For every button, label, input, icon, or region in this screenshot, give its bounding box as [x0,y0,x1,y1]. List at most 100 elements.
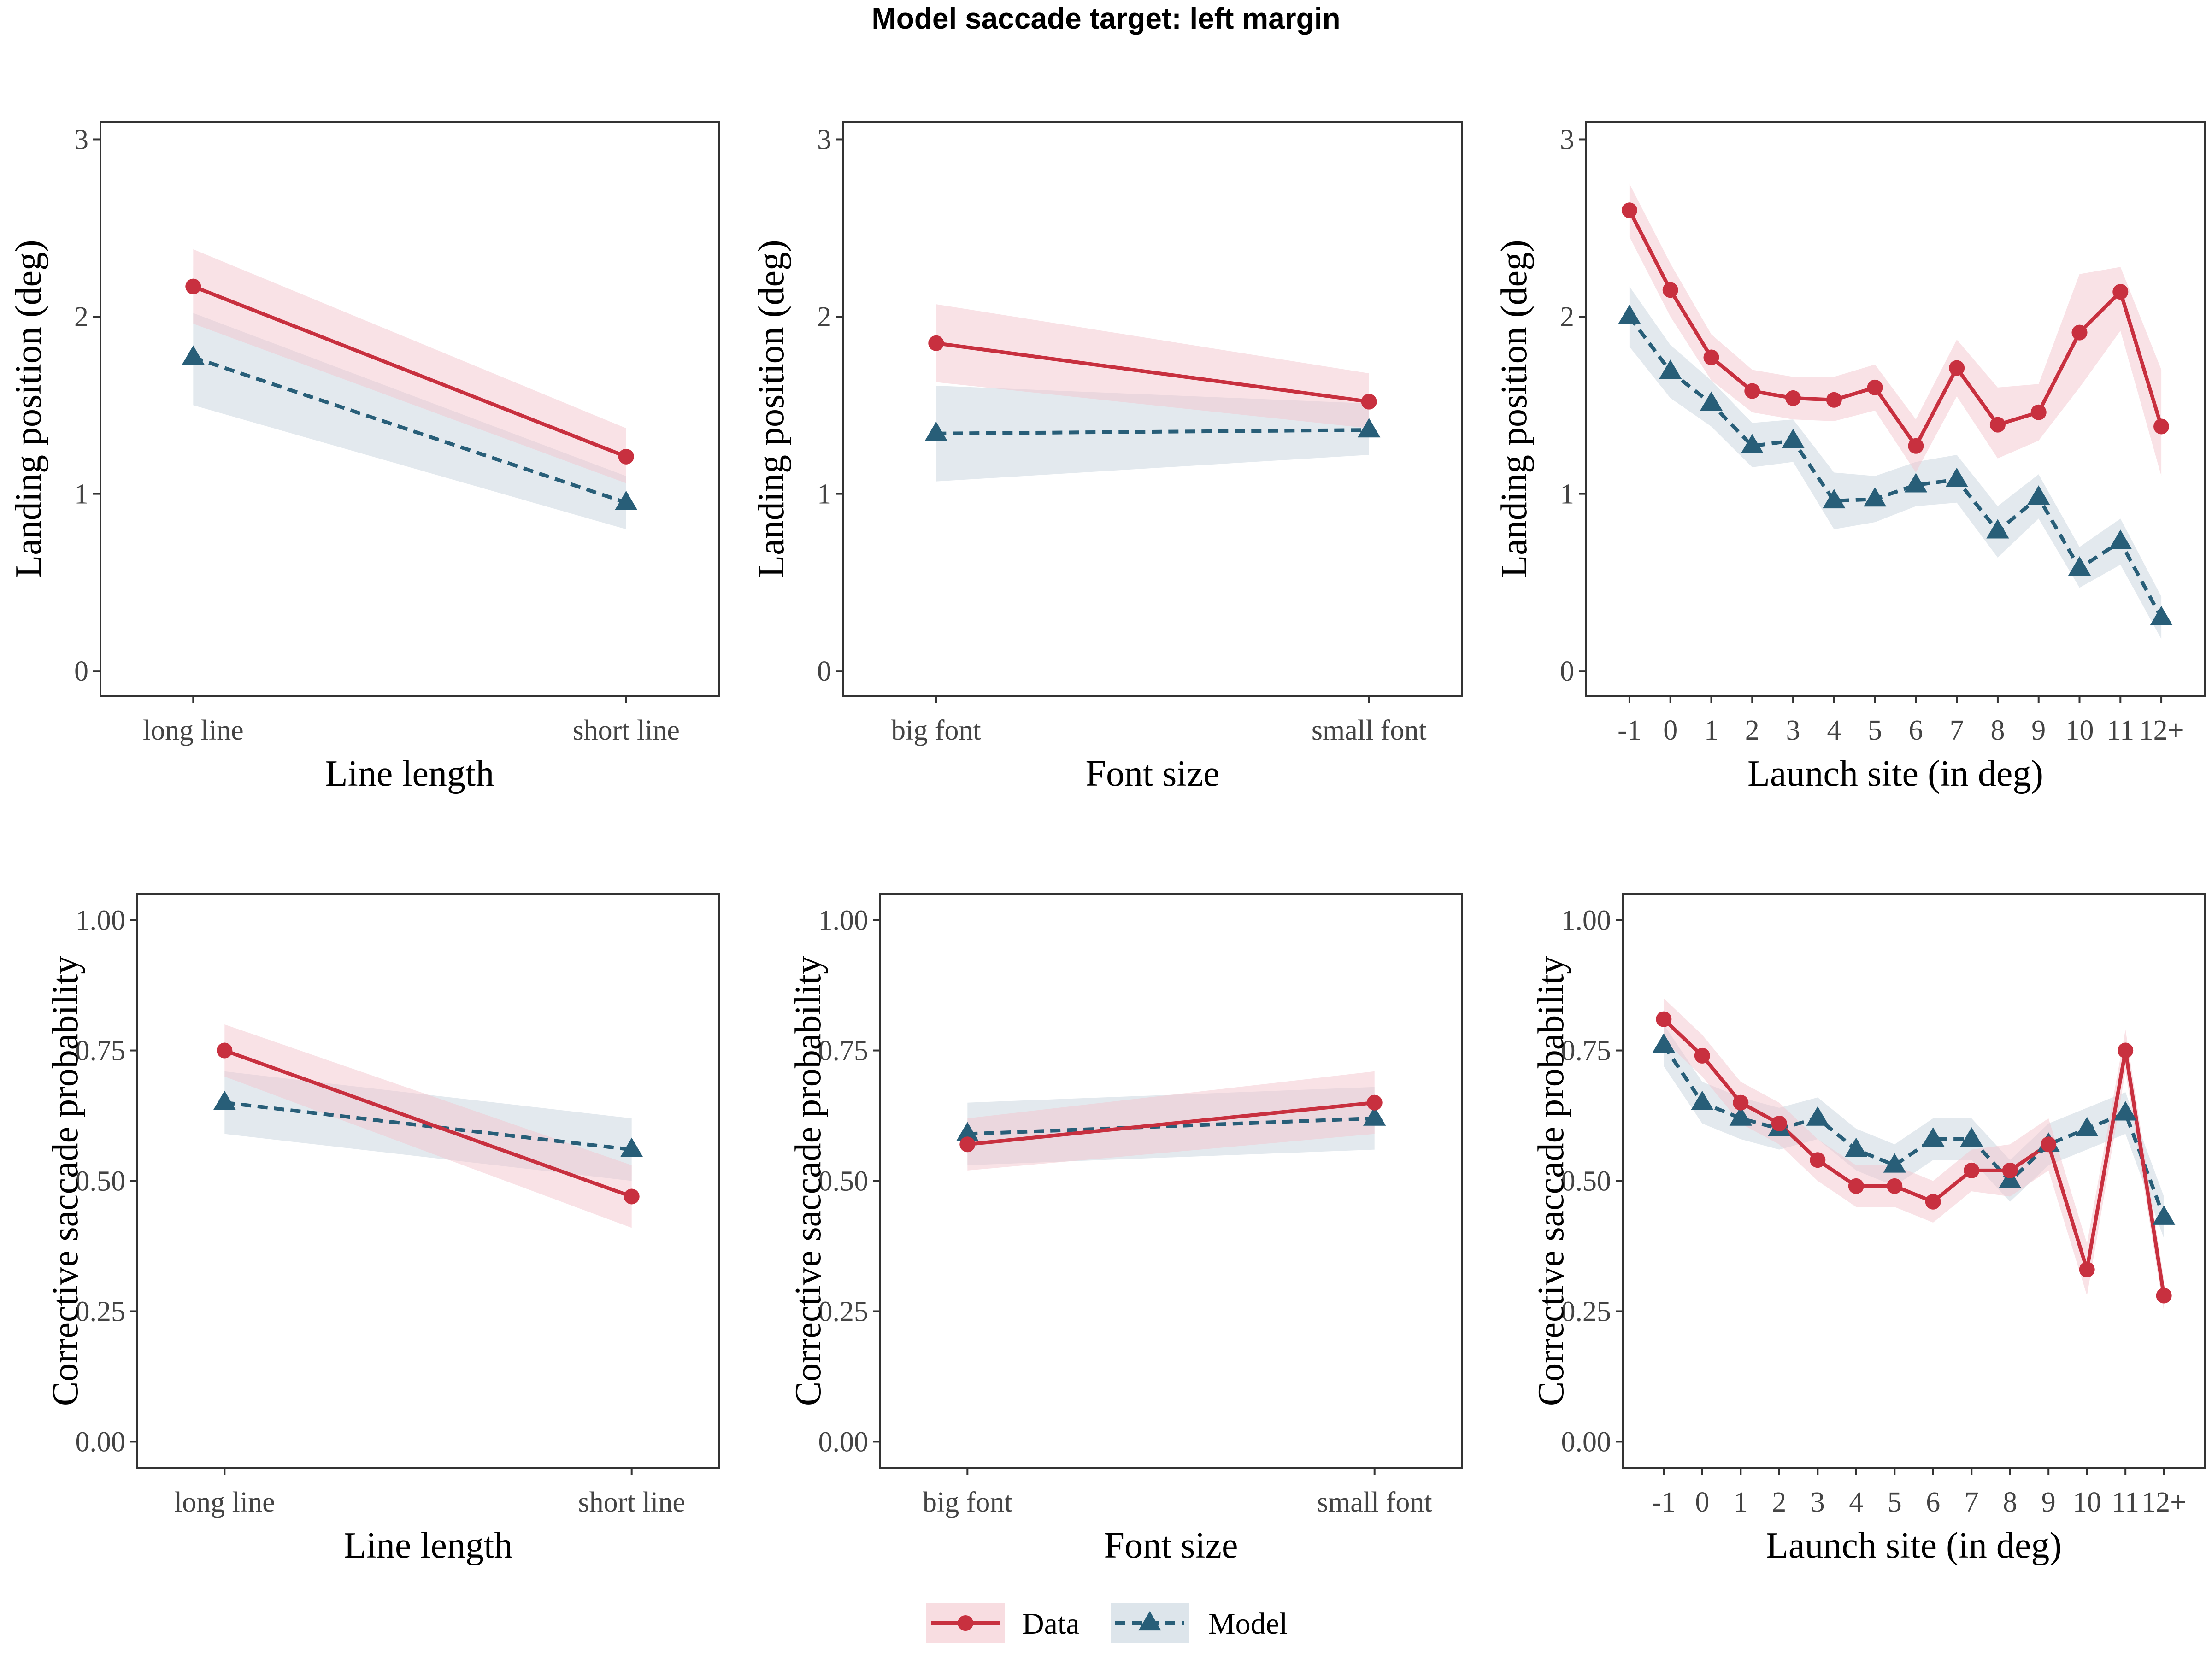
data-series-line [224,1048,633,1199]
plot-frame [1622,893,2206,1469]
data-point [928,335,944,351]
x-axis-title: Line length [325,753,494,794]
y-axis-title: Corrective saccade probability [788,956,829,1406]
y-tick-label: 0.50 [76,1166,126,1197]
x-tick-label: big font [923,1487,1012,1518]
x-axis-title: Launch site (in deg) [1747,753,2043,794]
x-tick-label: 9 [2031,715,2046,746]
model-series-line [936,428,1369,435]
data-point [185,278,201,294]
plot-frame [136,893,720,1469]
y-tick-label: 0.25 [818,1296,869,1327]
x-tick-label: short line [572,715,679,746]
data-point [624,1188,640,1205]
panel-4: 0.00 0.25 0.50 0.75 1.00 long line short line L… [45,893,720,1566]
model-series-line [224,1100,632,1152]
model-point [1863,487,1887,507]
data-series-line [935,341,1370,404]
model-point [1652,1033,1676,1053]
y-tick-label: 0.75 [76,1035,126,1067]
y-tick-label: 1.00 [1561,905,1612,936]
data-series-line [192,284,627,459]
y-tick-label: 0 [74,656,88,687]
model-point [956,1122,979,1141]
data-point [1785,390,1801,406]
model-point [2150,606,2173,625]
x-tick-label: long line [174,1487,275,1518]
model-point [1986,519,2009,539]
x-tick-label: 12+ [2139,715,2184,746]
legend-label-data: Data [1022,1607,1080,1641]
x-tick-label: 7 [1950,715,1964,746]
y-tick-label: 0 [817,656,831,687]
plot-frame [879,893,1463,1469]
model-point [1999,1169,2022,1188]
model-point [2075,1117,2099,1136]
model-ci-band [1664,1024,2164,1238]
y-axis-title: Landing position (deg) [751,240,792,577]
x-tick-label: 11 [2106,715,2134,746]
data-point [2118,1042,2134,1059]
model-point [1782,429,1805,448]
x-axis-title: Font size [1085,753,1219,794]
data-point [1694,1047,1710,1064]
data-point [1867,379,1883,395]
data-point [1662,282,1678,298]
panel-6: 0.00 0.25 0.50 0.75 1.00 -1 0 1 2 3 4 5 6 7 8 9 10 11 12+ L… [1531,893,2206,1566]
data-point [1949,360,1965,376]
y-tick-label: 2 [817,301,831,333]
data-point [2030,404,2047,420]
data-point [1361,394,1377,410]
y-tick-label: 3 [1560,124,1574,155]
y-tick-label: 1 [817,479,831,510]
model-point [182,345,205,365]
model-point [620,1137,643,1157]
model-point [1741,434,1764,453]
model-point [1358,418,1381,438]
data-point [2041,1136,2057,1153]
data-ci-band [193,249,626,483]
x-tick-label: -1 [1652,1487,1676,1518]
model-point [1823,488,1846,509]
panel-1: 0 1 2 3 long line short line Line length Landin… [8,121,720,794]
data-point [1964,1162,1980,1178]
data-point [1826,392,1842,408]
x-tick-label: 12+ [2141,1487,2186,1518]
y-axis-title: Landing position (deg) [1494,240,1535,577]
y-tick-label: 0.75 [1561,1035,1612,1067]
y-axis-title: Corrective saccade probability [45,956,86,1406]
data-point [1810,1152,1826,1168]
x-tick-label: 10 [2073,1487,2101,1518]
data-point [959,1136,976,1153]
x-tick-label: 0 [1695,1487,1709,1518]
model-point [2152,1205,2176,1225]
y-tick-label: 0.75 [818,1035,869,1067]
y-tick-label: 0 [1560,656,1574,687]
model-point [213,1090,236,1110]
model-point [1960,1127,1983,1147]
x-tick-label: -1 [1618,715,1641,746]
data-point [1887,1178,1903,1194]
y-tick-label: 2 [74,301,88,333]
model-point [1729,1106,1753,1126]
data-point [2156,1288,2172,1304]
model-point [1945,467,1968,487]
x-tick-label: 11 [2112,1487,2139,1518]
model-point [2109,529,2132,549]
model-point [615,490,638,510]
model-point [1618,305,1641,324]
data-point [1703,349,1719,365]
model-series-line [1628,315,2163,619]
plot-frame [100,121,720,697]
model-point [1922,1127,1945,1147]
data-point [2153,418,2170,435]
x-tick-label: 5 [1888,1487,1902,1518]
x-tick-label: 4 [1849,1487,1863,1518]
x-tick-label: 8 [2003,1487,2017,1518]
data-point [1744,383,1760,399]
x-tick-label: long line [143,715,244,746]
data-point [1848,1178,1864,1194]
data-point [1925,1194,1941,1210]
x-tick-label: 1 [1704,715,1718,746]
